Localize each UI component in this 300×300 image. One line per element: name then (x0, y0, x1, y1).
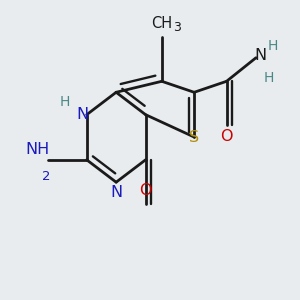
Text: N: N (76, 107, 88, 122)
Text: N: N (110, 185, 122, 200)
Text: H: H (263, 71, 274, 85)
Text: 2: 2 (42, 169, 50, 183)
Text: 3: 3 (173, 21, 181, 34)
Text: H: H (267, 39, 278, 53)
Text: S: S (189, 130, 199, 145)
Text: CH: CH (151, 16, 172, 32)
Text: O: O (139, 183, 152, 198)
Text: NH: NH (26, 142, 50, 158)
Text: H: H (60, 95, 70, 109)
Text: N: N (254, 48, 267, 63)
Text: O: O (220, 129, 233, 144)
